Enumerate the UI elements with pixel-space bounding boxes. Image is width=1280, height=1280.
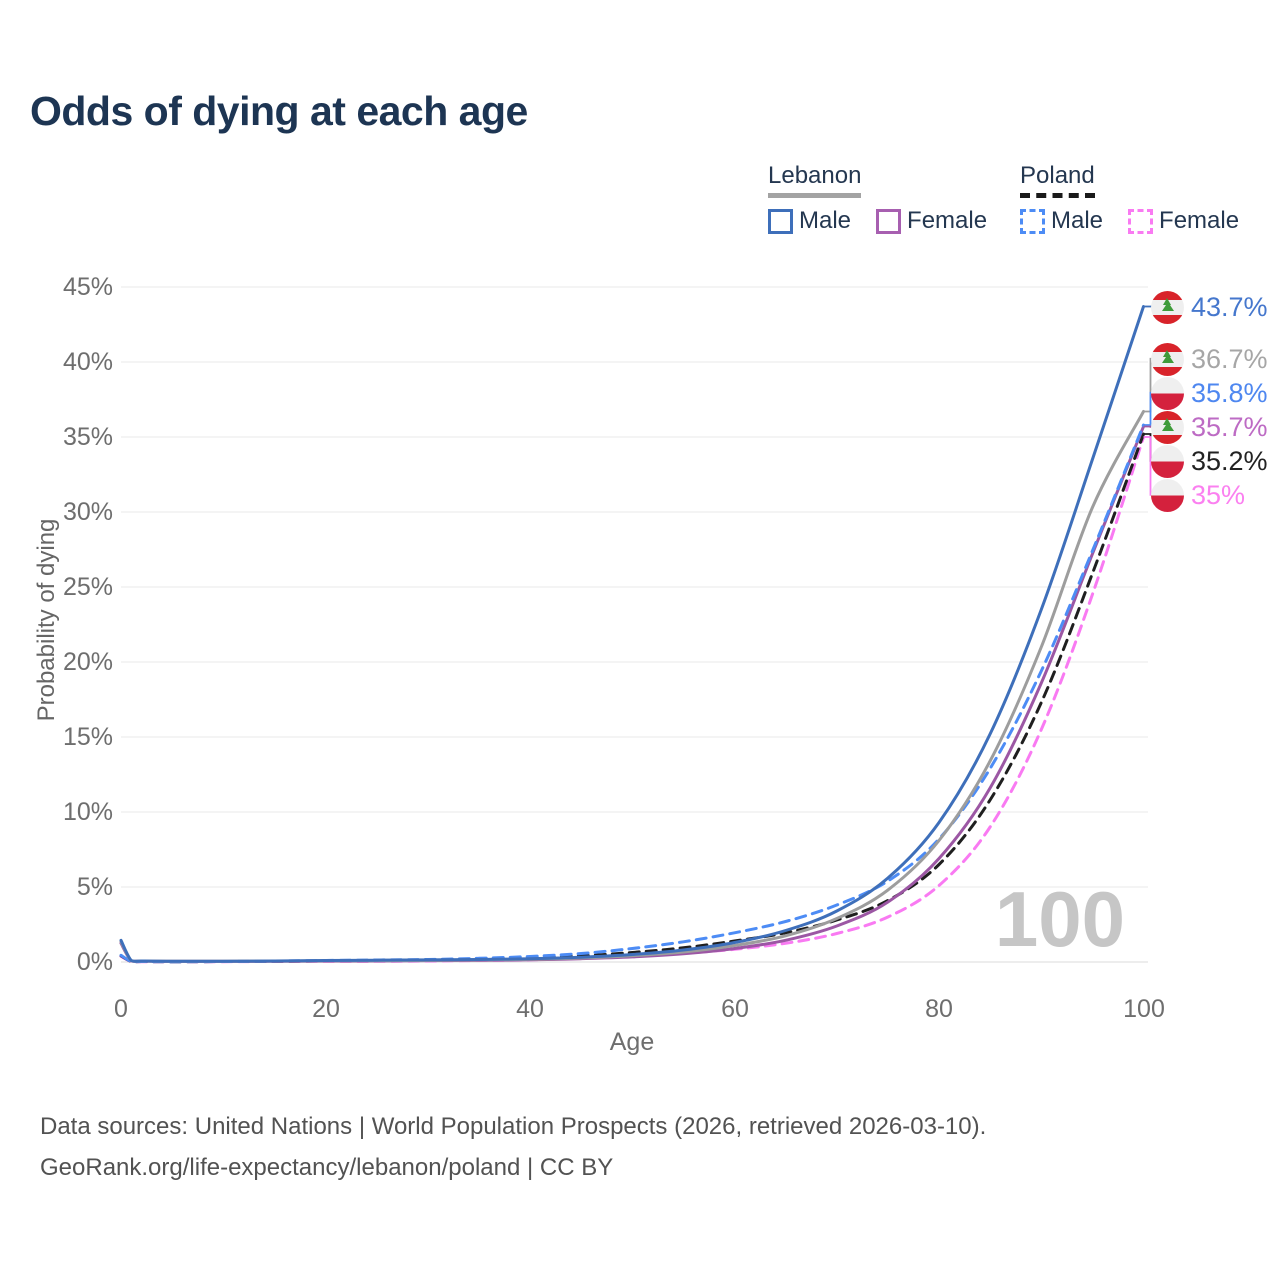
legend-item-label: Female bbox=[907, 207, 988, 234]
legend-item-lebanon-female[interactable]: Female bbox=[876, 207, 987, 235]
legend-group-poland: Poland Male Female bbox=[1020, 162, 1239, 235]
series-line-lebanon-female bbox=[119, 425, 1145, 963]
legend-item-poland-male[interactable]: Male bbox=[1020, 207, 1103, 235]
legend-items-lebanon: Male Female bbox=[768, 207, 987, 235]
legend-item-poland-female[interactable]: Female bbox=[1128, 207, 1239, 235]
footer-attribution-line: GeoRank.org/life-expectancy/lebanon/pola… bbox=[40, 1154, 614, 1181]
legend-item-label: Male bbox=[799, 207, 852, 234]
legend-group-lebanon: Lebanon Male Female bbox=[768, 162, 987, 235]
poland-male-swatch-icon bbox=[1020, 208, 1045, 234]
legend-item-label: Male bbox=[1051, 207, 1104, 234]
lebanon-female-swatch-icon bbox=[876, 208, 902, 234]
footer: Data sources: United Nations | World Pop… bbox=[40, 1106, 986, 1188]
label-connector-lebanon-both bbox=[1143, 357, 1155, 413]
label-connector-poland-both bbox=[1143, 433, 1155, 462]
series-line-poland-both bbox=[119, 432, 1145, 964]
legend-item-lebanon-male[interactable]: Male bbox=[768, 207, 851, 235]
series-line-poland-female bbox=[119, 435, 1145, 964]
lebanon-male-swatch-icon bbox=[768, 208, 793, 234]
series-line-lebanon-both bbox=[119, 410, 1145, 963]
legend-items-poland: Male Female bbox=[1020, 207, 1239, 235]
label-connector-poland-female bbox=[1143, 436, 1155, 496]
legend-item-label: Female bbox=[1159, 207, 1240, 234]
watermark-age-100: 100 bbox=[995, 875, 1125, 963]
footer-source-line: Data sources: United Nations | World Pop… bbox=[40, 1113, 987, 1140]
legend-country-lebanon: Lebanon bbox=[768, 162, 862, 198]
series-line-poland-male bbox=[119, 423, 1145, 964]
legend-country-poland: Poland bbox=[1020, 162, 1095, 198]
series-line-lebanon-male bbox=[119, 305, 1145, 963]
label-connector-poland-male bbox=[1143, 391, 1155, 426]
poland-female-swatch-icon bbox=[1128, 208, 1154, 234]
page-title: Odds of dying at each age bbox=[30, 88, 528, 134]
